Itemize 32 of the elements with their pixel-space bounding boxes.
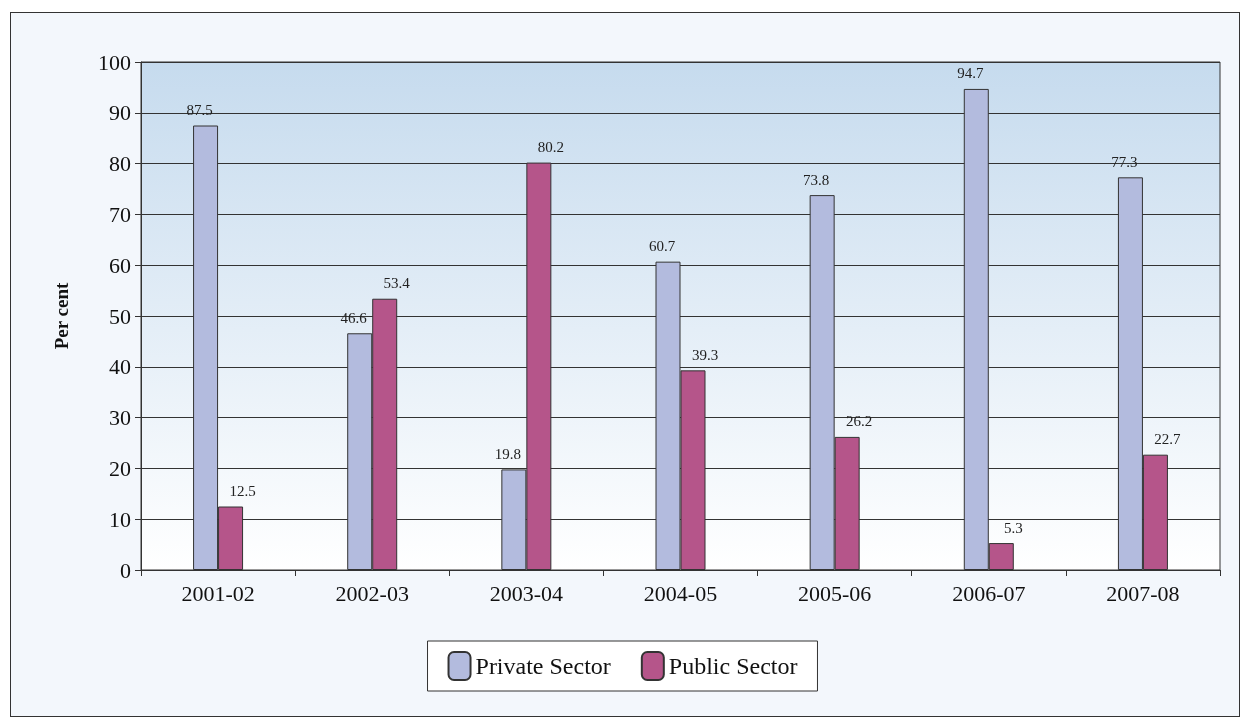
y-axis-title: Per cent xyxy=(51,282,72,350)
y-tick-label: 60 xyxy=(109,252,131,278)
y-tick-label: 10 xyxy=(109,506,131,532)
x-tick-label: 2007-08 xyxy=(1106,580,1180,606)
legend-label: Public Sector xyxy=(668,653,798,679)
x-tick-label: 2001-02 xyxy=(181,580,255,606)
x-tick-label: 2003-04 xyxy=(489,580,564,606)
data-label: 73.8 xyxy=(803,171,830,188)
data-label: 53.4 xyxy=(383,275,411,292)
data-label: 22.7 xyxy=(1154,431,1182,448)
y-tick-label: 70 xyxy=(109,201,131,227)
y-tick-label: 90 xyxy=(109,100,131,126)
y-tick-label: 100 xyxy=(98,49,131,75)
y-tick-label: 80 xyxy=(109,151,131,177)
x-tick-label: 2004-05 xyxy=(643,580,718,606)
x-tick-label: 2006-07 xyxy=(952,580,1026,606)
x-tick-label: 2002-03 xyxy=(335,580,409,606)
data-label: 5.3 xyxy=(1003,519,1023,536)
y-tick-label: 20 xyxy=(109,455,131,481)
y-tick-label: 40 xyxy=(109,354,131,380)
y-tick-label: 30 xyxy=(109,405,131,431)
y-tick-label: 50 xyxy=(109,303,131,329)
legend-label: Private Sector xyxy=(475,653,611,679)
data-label: 39.3 xyxy=(691,346,719,363)
data-label: 19.8 xyxy=(494,445,521,462)
data-label: 80.2 xyxy=(537,139,564,156)
data-label: 94.7 xyxy=(957,65,984,82)
data-label: 60.7 xyxy=(648,238,676,255)
data-label: 12.5 xyxy=(229,483,256,499)
y-tick-label: 0 xyxy=(120,557,131,583)
x-tick-label: 2005-06 xyxy=(797,580,872,606)
data-label: 26.2 xyxy=(846,413,873,430)
